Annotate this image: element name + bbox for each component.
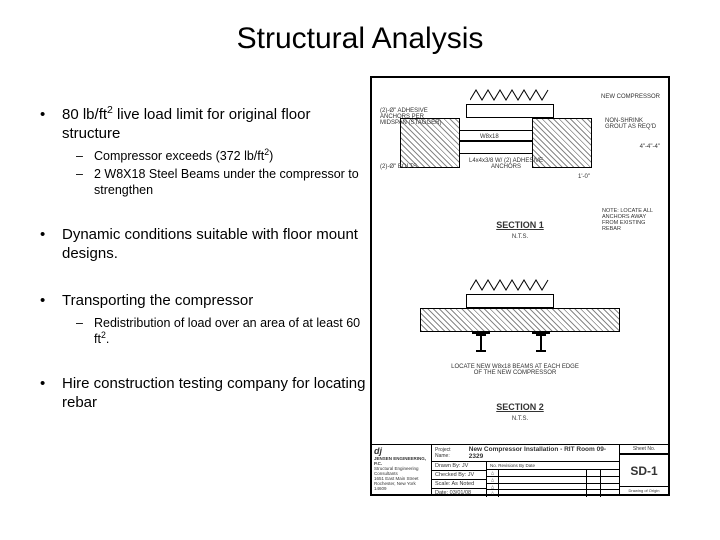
label-adhesive-anchors: (2)-Ø" ADHESIVE ANCHORS PER MIDSPAN (STA… bbox=[380, 108, 450, 126]
sub-bullet-item: –Redistribution of load over an area of … bbox=[76, 315, 370, 348]
bullet-item: •Transporting the compressor–Redistribut… bbox=[40, 292, 370, 347]
section2-title: SECTION 2 bbox=[380, 402, 660, 412]
label-plate: L4x4x3/8 W/ (2) ADHESIVE ANCHORS bbox=[466, 158, 546, 170]
sub-bullet-item: –2 W8X18 Steel Beams under the compresso… bbox=[76, 166, 370, 199]
label-grout: NON-SHRINK GROUT AS REQ'D bbox=[605, 118, 660, 130]
titleblock-sheet: Sheet No. SD-1 Drawing of Origin bbox=[620, 445, 668, 494]
label-w8x18: W8x18 bbox=[480, 134, 499, 140]
page-title: Structural Analysis bbox=[0, 0, 720, 66]
bullet-item: •Dynamic conditions suitable with floor … bbox=[40, 226, 370, 264]
section-2: LOCATE NEW W8x18 BEAMS AT EACH EDGE OF T… bbox=[380, 278, 660, 428]
label-bolts: (2)-Ø" BOLTS bbox=[380, 164, 417, 170]
titleblock: dj JENSEN ENGINEERING, P.C. Structural E… bbox=[372, 444, 668, 494]
note-locate-anchors: NOTE: LOCATE ALL ANCHORS AWAY FROM EXIST… bbox=[602, 208, 662, 232]
content-area: •80 lb/ft2 live load limit for original … bbox=[0, 66, 720, 496]
section1-nts: N.T.S. bbox=[380, 234, 660, 240]
bullet-item: •80 lb/ft2 live load limit for original … bbox=[40, 106, 370, 198]
label-locate-beams: LOCATE NEW W8x18 BEAMS AT EACH EDGE OF T… bbox=[450, 364, 580, 376]
drawing-panel: NEW COMPRESSOR NON-SHRINK GROUT AS REQ'D… bbox=[370, 66, 680, 496]
bullet-item: •Hire construction testing company for l… bbox=[40, 375, 370, 413]
bullet-list: •80 lb/ft2 live load limit for original … bbox=[20, 66, 370, 496]
titleblock-center: Project Name: New Compressor Installatio… bbox=[432, 445, 620, 494]
engineering-drawing: NEW COMPRESSOR NON-SHRINK GROUT AS REQ'D… bbox=[370, 76, 670, 496]
label-dim2: 4"-4"-4" bbox=[640, 144, 660, 150]
label-dim1: 1'-0" bbox=[578, 174, 590, 180]
label-new-compressor: NEW COMPRESSOR bbox=[601, 94, 660, 100]
titleblock-firm: dj JENSEN ENGINEERING, P.C. Structural E… bbox=[372, 445, 432, 494]
sub-bullet-item: –Compressor exceeds (372 lb/ft2) bbox=[76, 148, 370, 164]
section2-nts: N.T.S. bbox=[380, 416, 660, 422]
